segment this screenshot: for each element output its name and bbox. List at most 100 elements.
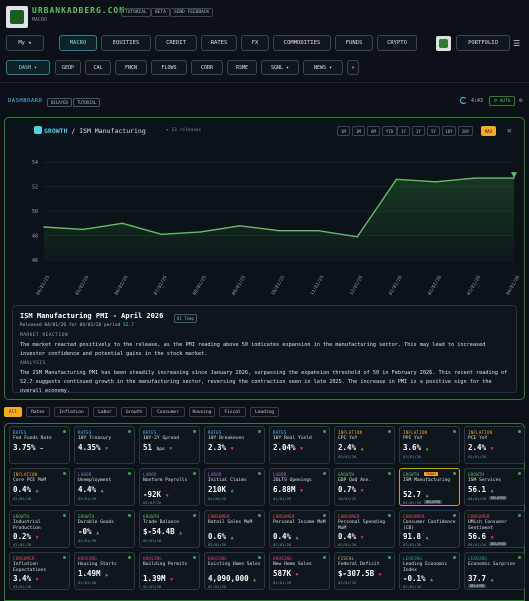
indicator-tile[interactable]: GROWTH GDP QoQ Ann. 0.7% ▼ 10/01/25	[334, 468, 395, 506]
data-point[interactable]	[317, 229, 319, 232]
tile-name: Economic Surprise	[468, 562, 516, 567]
nav-tab-commodities[interactable]: COMMODITIES	[273, 35, 331, 51]
send-feedback-button[interactable]: SEND FEEDBACK	[170, 8, 214, 17]
indicator-tile[interactable]: GROWTH Durable Goods -0% ▲ 02/01/26	[74, 510, 135, 548]
indicator-tile[interactable]: LEADING Leading Economic Index -0.1% ▲ 01/0…	[399, 552, 460, 590]
tile-category: RATES	[273, 430, 287, 435]
data-point[interactable]	[239, 224, 241, 227]
filter-consumer[interactable]: Consumer	[151, 407, 185, 417]
indicator-tile[interactable]: INFLATION PPI YoY 3.6% ▲ 03/01/26	[399, 426, 460, 464]
nav-tab-rates[interactable]: RATES	[201, 35, 237, 51]
filter-leading[interactable]: Leading	[250, 407, 279, 417]
avatar[interactable]	[436, 36, 451, 51]
brand-name[interactable]: URBANKADBERG.COM	[32, 6, 126, 15]
tile-name: Retail Sales MoM	[208, 520, 253, 525]
menu-icon[interactable]: ☰	[513, 39, 521, 48]
timeframe-3m[interactable]: 3M	[352, 126, 365, 136]
indicator-tile[interactable]: CONSUMER Personal Spending MoM 0.4% ▼ 02/01…	[334, 510, 395, 548]
timeframe-6m[interactable]: 6M	[367, 126, 380, 136]
subnav-cal[interactable]: CAL	[85, 60, 111, 75]
nav-tab-equities[interactable]: EQUITIES	[101, 35, 151, 51]
data-point[interactable]	[278, 229, 280, 232]
timeframe-10y[interactable]: 10Y	[442, 126, 456, 136]
x-tick-label: 08/01/25	[192, 274, 208, 296]
indicator-tile[interactable]: LABOR JOLTS Openings 6.88M ▼ 01/01/26	[269, 468, 330, 506]
tutorial-tag[interactable]: TUTORIAL	[73, 98, 101, 107]
subnav-sgnl[interactable]: SGNL ▾	[261, 60, 299, 75]
timeframe-2y[interactable]: 2Y	[412, 126, 425, 136]
indicator-tile[interactable]: RATES 10Y Treasury 4.35% ▼	[74, 426, 135, 464]
tile-date: 02/01/26	[208, 584, 227, 589]
indicator-tile[interactable]: HOUSING New Home Sales 587K ▼ 01/01/26	[269, 552, 330, 590]
nav-tab-crypto[interactable]: CRYPTO	[377, 35, 417, 51]
indicator-tile[interactable]: GROWTH TODAY ISM Manufacturing 52.7 ▲ 04/01/…	[399, 468, 460, 506]
data-point[interactable]	[43, 226, 45, 228]
filter-inflation[interactable]: Inflation	[54, 407, 89, 417]
indicator-tile[interactable]: LEADING Economic Surprise 37.7 ▲ DELAYED	[464, 552, 525, 590]
timeframe-ytd[interactable]: YTD	[382, 126, 397, 136]
indicator-tile[interactable]: LABOR Nonfarm Payrolls -92K ▼ 03/01/26	[139, 468, 200, 506]
subnav-geop[interactable]: GEOP	[55, 60, 81, 75]
data-point[interactable]	[513, 177, 515, 179]
indicator-tile[interactable]: RATES 10Y Real Yield 2.04% ▼	[269, 426, 330, 464]
indicator-tile[interactable]: RATES 10Y Breakeven 2.3% ▼	[204, 426, 265, 464]
indicator-tile[interactable]: GROWTH Industrial Production 0.2% ▼ 02/01/2…	[9, 510, 70, 548]
nav-tab-credit[interactable]: CREDIT	[155, 35, 197, 51]
subnav-fncn[interactable]: FNCN	[115, 60, 147, 75]
indicator-tile[interactable]: INFLATION Core PCE MoM 0.4% ▲ 02/01/26	[9, 468, 70, 506]
subnav-corr[interactable]: CORR	[191, 60, 223, 75]
releases-count[interactable]: + 13 releases	[166, 128, 202, 133]
indicator-tile[interactable]: HOUSING Building Permits 1.39M ▼ 02/01/26	[139, 552, 200, 590]
indicator-tile[interactable]: FISCAL Federal Deficit $-307.5B ▼ 02/01/26	[334, 552, 395, 590]
close-icon[interactable]: ✕	[507, 126, 512, 135]
indicator-tile[interactable]: CONSUMER Personal Income MoM 0.4% ▲ 02/01/2…	[269, 510, 330, 548]
nav-tab-fx[interactable]: FX	[241, 35, 269, 51]
subnav-rsme[interactable]: RSME	[227, 60, 257, 75]
portfolio-button[interactable]: PORTFOLIO	[456, 35, 510, 51]
filter-all[interactable]: All	[4, 407, 22, 417]
filter-fiscal[interactable]: Fiscal	[219, 407, 246, 417]
timeframe-max[interactable]: MAX	[481, 126, 496, 136]
indicator-tile[interactable]: RATES Fed Funds Rate 3.75% —	[9, 426, 70, 464]
indicator-tile[interactable]: CONSUMER Inflation Expectations 3.4% ▼ 03/0…	[9, 552, 70, 590]
data-point[interactable]	[199, 231, 202, 233]
data-point[interactable]	[474, 177, 476, 179]
subnav-more-button[interactable]: »	[347, 60, 359, 75]
nav-tab-funds[interactable]: FUNDS	[335, 35, 373, 51]
data-point[interactable]	[160, 233, 163, 236]
timeframe-5y[interactable]: 5Y	[427, 126, 440, 136]
subnav-flows[interactable]: FLOWS	[151, 60, 187, 75]
filter-growth[interactable]: Growth	[121, 407, 147, 417]
indicator-tile[interactable]: GROWTH Trade Balance $-54.4B ▲ 02/01/26	[139, 510, 200, 548]
timeframe-20y[interactable]: 20Y	[458, 126, 473, 136]
settings-icon[interactable]: ⚙	[519, 97, 523, 104]
timeframe-1y[interactable]: 1Y	[397, 126, 410, 136]
nav-tab-macro[interactable]: MACRO	[59, 35, 97, 51]
data-point[interactable]	[356, 235, 359, 238]
indicator-tile[interactable]: GROWTH ISM Services 56.1 ▲ 04/01/26 DELAYED	[464, 468, 525, 506]
filter-rates[interactable]: Rates	[26, 407, 50, 417]
indicator-tile[interactable]: HOUSING Existing Home Sales 4,090,000 ▲ 02/…	[204, 552, 265, 590]
indicator-tile[interactable]: HOUSING Housing Starts 1.49M ▲ 01/01/26	[74, 552, 135, 590]
indicator-tile[interactable]: LABOR Initial Claims 210K ▲ 03/28/26	[204, 468, 265, 506]
filter-housing[interactable]: Housing	[189, 407, 215, 417]
indicator-tile[interactable]: LABOR Unemployment 4.4% ▲ 03/01/26	[74, 468, 135, 506]
subnav-news[interactable]: NEWS ▾	[303, 60, 343, 75]
data-point[interactable]	[395, 178, 398, 181]
indicator-tile[interactable]: CONSUMER Consumer Confidence (CB) 91.8 ▲ 03…	[399, 510, 460, 548]
timeframe-1m[interactable]: 1M	[337, 126, 350, 136]
auto-refresh-toggle[interactable]: ⟳ AUTO	[489, 96, 515, 106]
brand-logo[interactable]	[6, 6, 28, 28]
indicator-tile[interactable]: INFLATION CPI YoY 2.4% ▲ 03/01/26	[334, 426, 395, 464]
indicator-tile[interactable]: RATES 10Y-2Y Spread 51 bps ▼	[139, 426, 200, 464]
filter-labor[interactable]: Labor	[93, 407, 117, 417]
data-point[interactable]	[121, 222, 124, 225]
indicator-tile[interactable]: CONSUMER UMich Consumer Sentiment 56.6 ▼ 04…	[464, 510, 525, 548]
indicator-tile[interactable]: CONSUMER Retail Sales MoM 0.6% ▲ 03/01/26	[204, 510, 265, 548]
data-point[interactable]	[82, 228, 84, 231]
data-point[interactable]	[434, 180, 437, 183]
my-favorites-button[interactable]: My ★	[6, 35, 44, 51]
tutorial-badge[interactable]: TUTORIAL	[121, 8, 151, 17]
indicator-tile[interactable]: INFLATION PCE YoY 2.4% ▼ 02/01/26	[464, 426, 525, 464]
subnav-dash[interactable]: DASH ▾	[6, 60, 50, 75]
